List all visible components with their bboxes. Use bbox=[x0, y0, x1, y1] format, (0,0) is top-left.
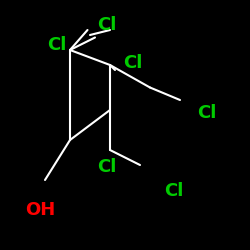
Text: Cl: Cl bbox=[47, 36, 66, 54]
Text: Cl: Cl bbox=[198, 104, 217, 122]
Text: Cl: Cl bbox=[97, 158, 116, 176]
Text: Cl: Cl bbox=[123, 54, 142, 72]
Text: OH: OH bbox=[25, 201, 55, 219]
Text: Cl: Cl bbox=[164, 182, 183, 200]
Text: Cl: Cl bbox=[97, 16, 116, 34]
